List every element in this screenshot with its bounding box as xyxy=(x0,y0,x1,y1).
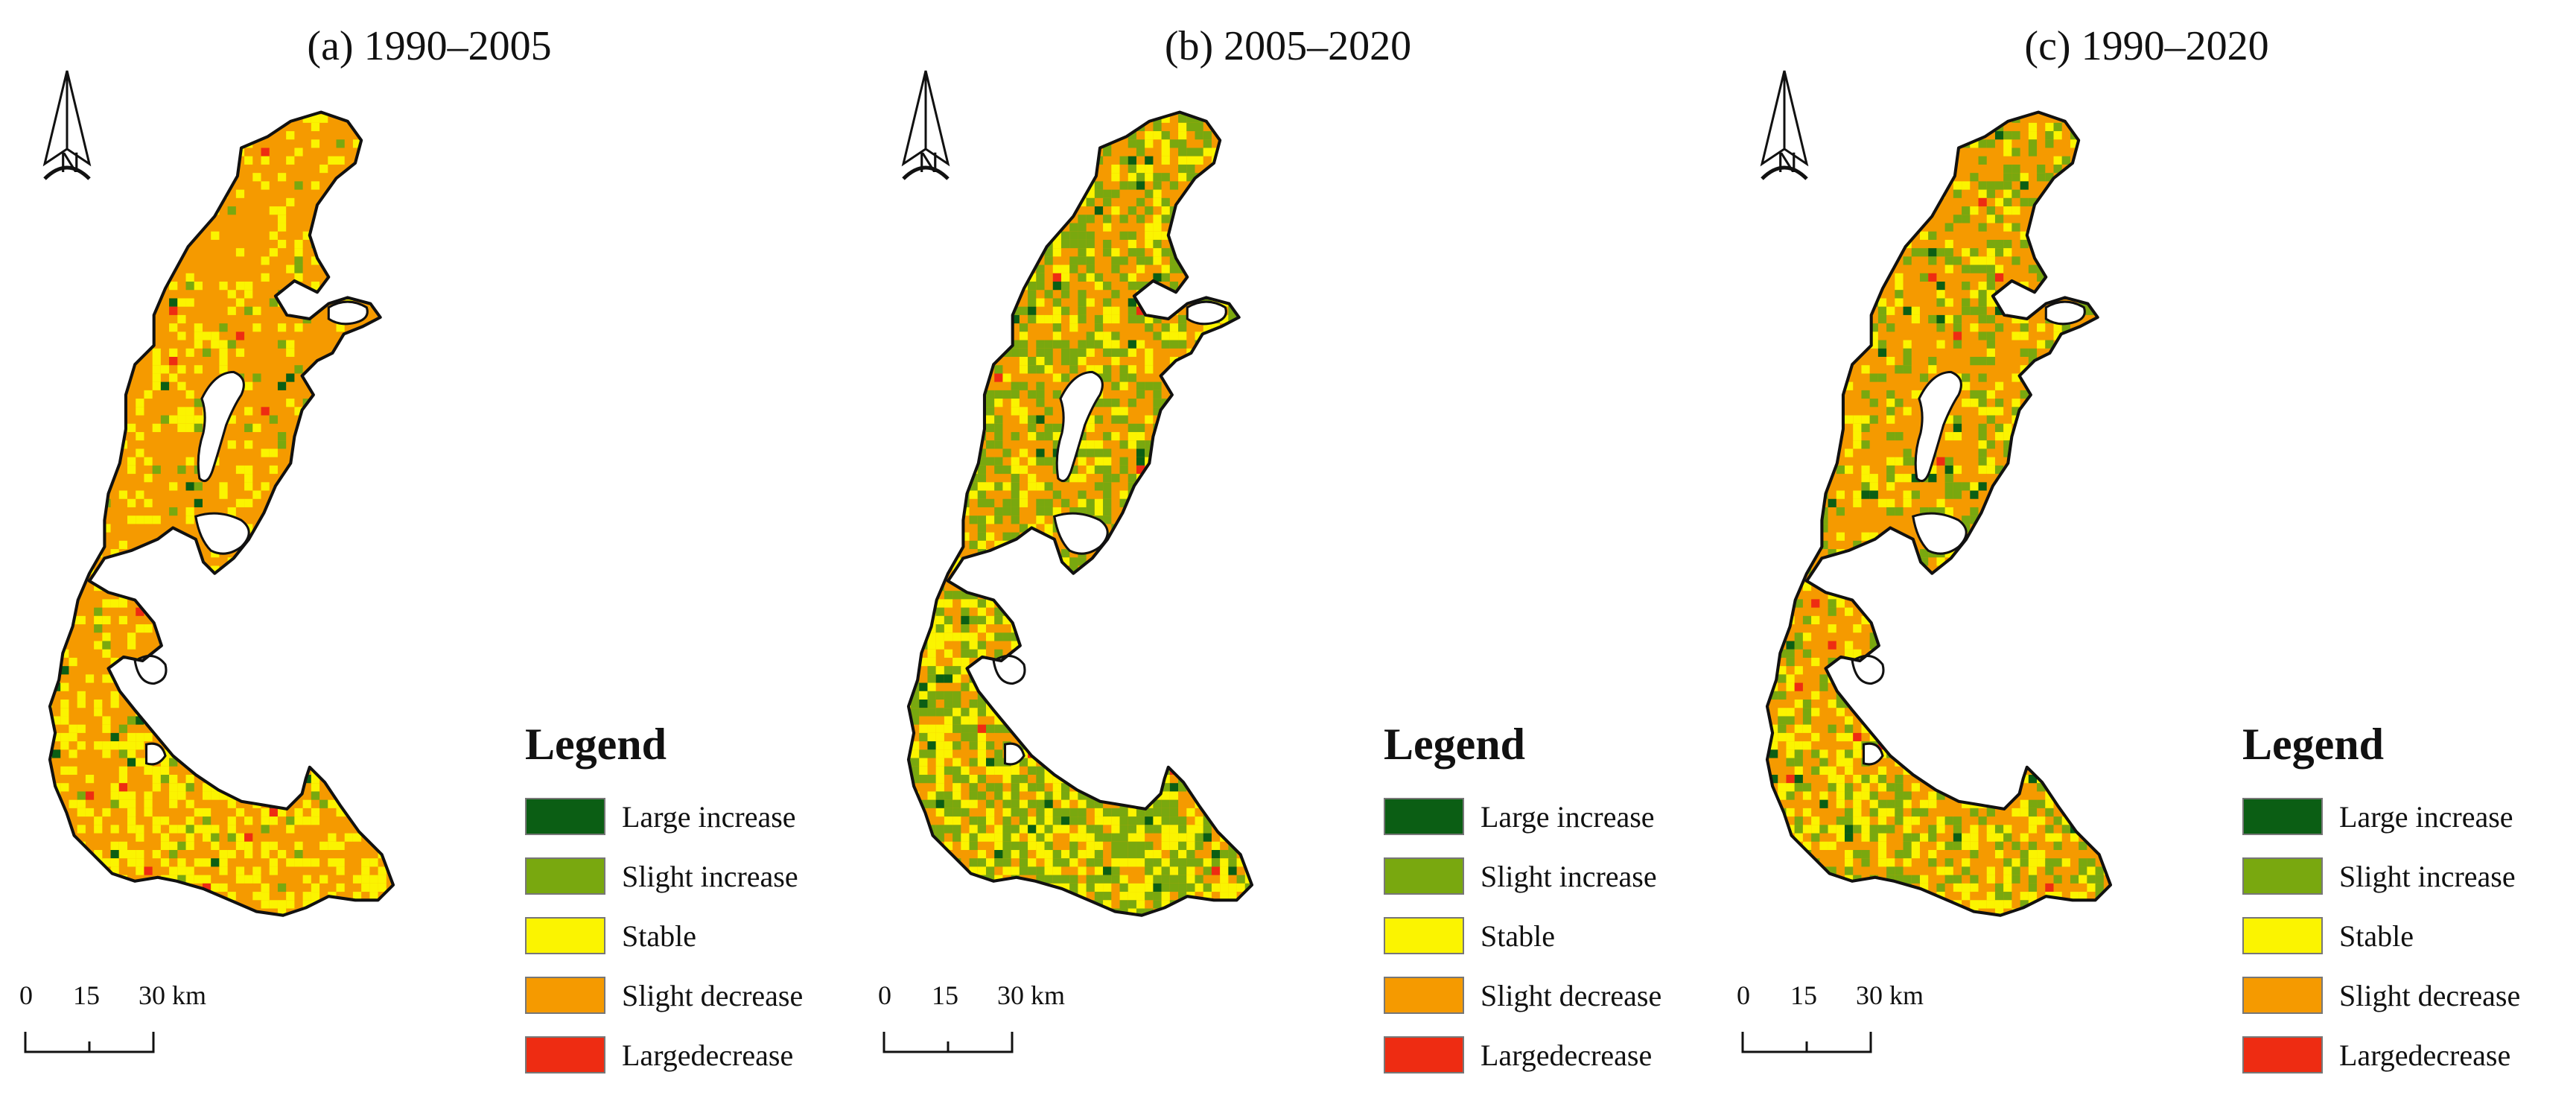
legend-swatch xyxy=(1384,977,1464,1014)
legend-title: Legend xyxy=(525,720,667,769)
legend-swatch xyxy=(2242,917,2323,954)
legend-label: Slight increase xyxy=(1481,859,1657,893)
north-label: N xyxy=(60,148,80,179)
legend-item: Stable xyxy=(2242,906,2570,965)
legend-swatch xyxy=(525,798,605,835)
north-arrow-icon xyxy=(1760,70,1809,180)
legend: Legend Large increase Slight increase St… xyxy=(2242,719,2570,1085)
region-map xyxy=(906,110,1254,917)
map-panel-c: (c) 1990–2020 N Legend Large increase Sl… xyxy=(1717,0,2576,1110)
legend-item: Slight decrease xyxy=(2242,965,2570,1025)
north-label: N xyxy=(918,148,939,179)
north-label: N xyxy=(1777,148,1798,179)
legend-label: Slight increase xyxy=(622,859,798,893)
legend-swatch xyxy=(525,977,605,1014)
legend-title: Legend xyxy=(2242,720,2385,769)
scale-tick-label: 15 xyxy=(1790,980,1817,1010)
scale-tick-label: 15 xyxy=(932,980,958,1010)
scale-bar: 0 15 30 km xyxy=(1737,980,1960,1069)
legend-label: Largedecrease xyxy=(622,1038,794,1072)
scale-bar-line xyxy=(1741,1032,1872,1053)
panel-title: (c) 1990–2020 xyxy=(2024,23,2269,69)
legend-swatch xyxy=(2242,977,2323,1014)
legend-item: Large increase xyxy=(525,787,853,846)
north-arrow-icon xyxy=(42,70,92,180)
legend-item: Stable xyxy=(1384,906,1711,965)
legend-swatch xyxy=(2242,1036,2323,1073)
scale-bar: 0 15 30 km xyxy=(19,980,243,1069)
legend-label: Slight decrease xyxy=(622,978,804,1012)
scale-tick-label: 0 xyxy=(19,980,33,1010)
legend-label: Stable xyxy=(622,919,696,953)
legend-swatch xyxy=(1384,798,1464,835)
legend-label: Largedecrease xyxy=(1481,1038,1653,1072)
legend-label: Large increase xyxy=(622,799,796,834)
legend-item: Slight increase xyxy=(525,846,853,906)
legend-item: Stable xyxy=(525,906,853,965)
panel-title: (a) 1990–2005 xyxy=(307,23,552,69)
legend-item: Large increase xyxy=(1384,787,1711,846)
legend-swatch xyxy=(2242,857,2323,895)
region-map xyxy=(48,110,395,917)
legend-item: Slight decrease xyxy=(525,965,853,1025)
north-arrow-icon xyxy=(901,70,950,180)
legend-swatch xyxy=(2242,798,2323,835)
legend-label: Slight decrease xyxy=(2339,978,2521,1012)
legend-swatch xyxy=(525,857,605,895)
legend-item: Large increase xyxy=(2242,787,2570,846)
legend-item: Largedecrease xyxy=(1384,1025,1711,1085)
legend-title: Legend xyxy=(1384,720,1526,769)
legend-item: Largedecrease xyxy=(2242,1025,2570,1085)
legend-item: Slight increase xyxy=(2242,846,2570,906)
legend-label: Stable xyxy=(2339,919,2414,953)
map-panel-b: (b) 2005–2020 N Legend Large increase Sl… xyxy=(859,0,1717,1110)
legend-swatch xyxy=(1384,1036,1464,1073)
legend-label: Stable xyxy=(1481,919,1555,953)
legend-item: Slight decrease xyxy=(1384,965,1711,1025)
legend-swatch xyxy=(525,917,605,954)
legend-label: Large increase xyxy=(2339,799,2513,834)
legend-label: Slight increase xyxy=(2339,859,2516,893)
scale-tick-label: 15 xyxy=(73,980,100,1010)
scale-tick-label: 0 xyxy=(1737,980,1750,1010)
legend-item: Largedecrease xyxy=(525,1025,853,1085)
scale-bar-line xyxy=(24,1032,155,1053)
region-map xyxy=(1765,110,2113,917)
legend-swatch xyxy=(525,1036,605,1073)
legend: Legend Large increase Slight increase St… xyxy=(1384,719,1711,1085)
scale-tick-label: 30 km xyxy=(139,980,207,1010)
scale-tick-label: 30 km xyxy=(1856,980,1924,1010)
scale-tick-label: 30 km xyxy=(997,980,1066,1010)
legend: Legend Large increase Slight increase St… xyxy=(525,719,853,1085)
legend-swatch xyxy=(1384,917,1464,954)
scale-bar-line xyxy=(882,1032,1014,1053)
legend-label: Largedecrease xyxy=(2339,1038,2511,1072)
scale-tick-label: 0 xyxy=(878,980,891,1010)
legend-item: Slight increase xyxy=(1384,846,1711,906)
legend-swatch xyxy=(1384,857,1464,895)
legend-label: Slight decrease xyxy=(1481,978,1662,1012)
map-panel-a: (a) 1990–2005 N Legend Large increase Sl… xyxy=(0,0,859,1110)
scale-bar: 0 15 30 km xyxy=(878,980,1101,1069)
legend-label: Large increase xyxy=(1481,799,1655,834)
panel-title: (b) 2005–2020 xyxy=(1164,23,1412,69)
